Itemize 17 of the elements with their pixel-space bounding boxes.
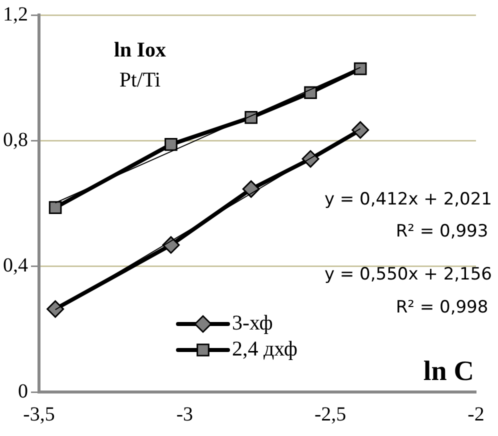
annotation: y = 0,412x + 2,021 [324, 189, 492, 210]
y-tick-label: 0 [18, 380, 28, 402]
x-axis-title: ln C [423, 356, 474, 388]
annotation: y = 0,550x + 2,156 [324, 264, 492, 284]
y-tick-label: 0,8 [3, 128, 28, 151]
annotation: R² = 0,998 [396, 297, 488, 318]
text: Pt/Ti [119, 68, 161, 92]
x-tick-label: -2,5 [314, 403, 346, 426]
y-tick-label: 0,4 [3, 254, 28, 277]
y-tick-label: 1,2 [3, 3, 28, 26]
x-tick-label: -3,5 [23, 403, 55, 426]
legend-label: 3-хф [232, 310, 273, 335]
x-tick-label: -2 [468, 403, 484, 426]
x-tick-label: -3 [176, 403, 194, 426]
annotation: R² = 0,993 [396, 221, 488, 242]
y-axis-title: ln Iox [114, 37, 166, 62]
legend-label: 2,4 дхф [232, 336, 298, 361]
